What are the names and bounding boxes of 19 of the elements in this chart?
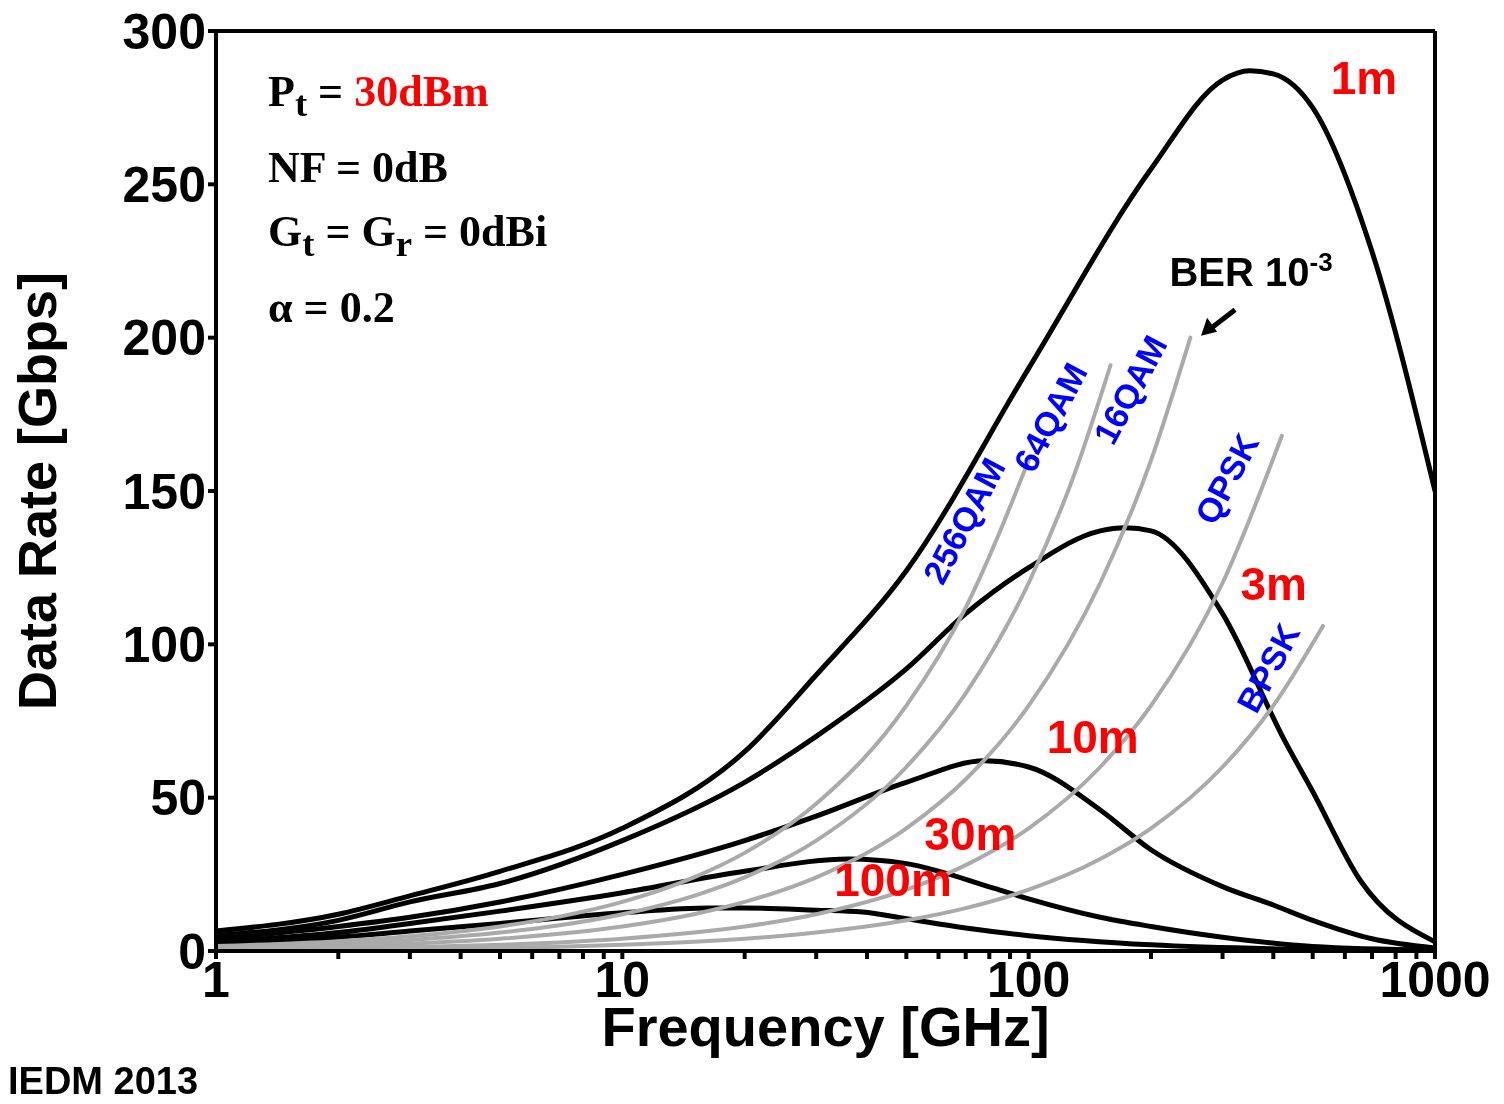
y-tick-label: 0 xyxy=(178,923,206,980)
y-tick-label: 50 xyxy=(150,770,206,827)
x-tick-label: 10 xyxy=(594,951,651,1008)
series-label: 3m xyxy=(1240,557,1308,610)
text: IEDM 2013 xyxy=(8,1060,199,1103)
series-label: 10m xyxy=(1046,711,1139,763)
y-tick-label: 150 xyxy=(122,463,206,520)
annotation: α = 0.2 xyxy=(268,281,396,334)
y-tick-label: 250 xyxy=(122,157,206,214)
y-axis-title: Data Rate [Gbps] xyxy=(7,271,67,711)
annotation: G$_{t}$ = G$_{r}$ = 0dBi xyxy=(268,205,548,266)
annotation: NF = 0dB xyxy=(268,141,449,194)
x-tick-label: 1000 xyxy=(1379,951,1491,1008)
annotation: P$_{t}$ = 30dBm xyxy=(268,67,489,124)
y-tick-label: 100 xyxy=(122,617,206,674)
annotation: BER 10$^{-3}$ xyxy=(1169,246,1333,294)
series-label: 1m xyxy=(1330,51,1398,104)
y-tick-label: 300 xyxy=(122,3,206,60)
y-tick-label: 200 xyxy=(122,310,206,367)
